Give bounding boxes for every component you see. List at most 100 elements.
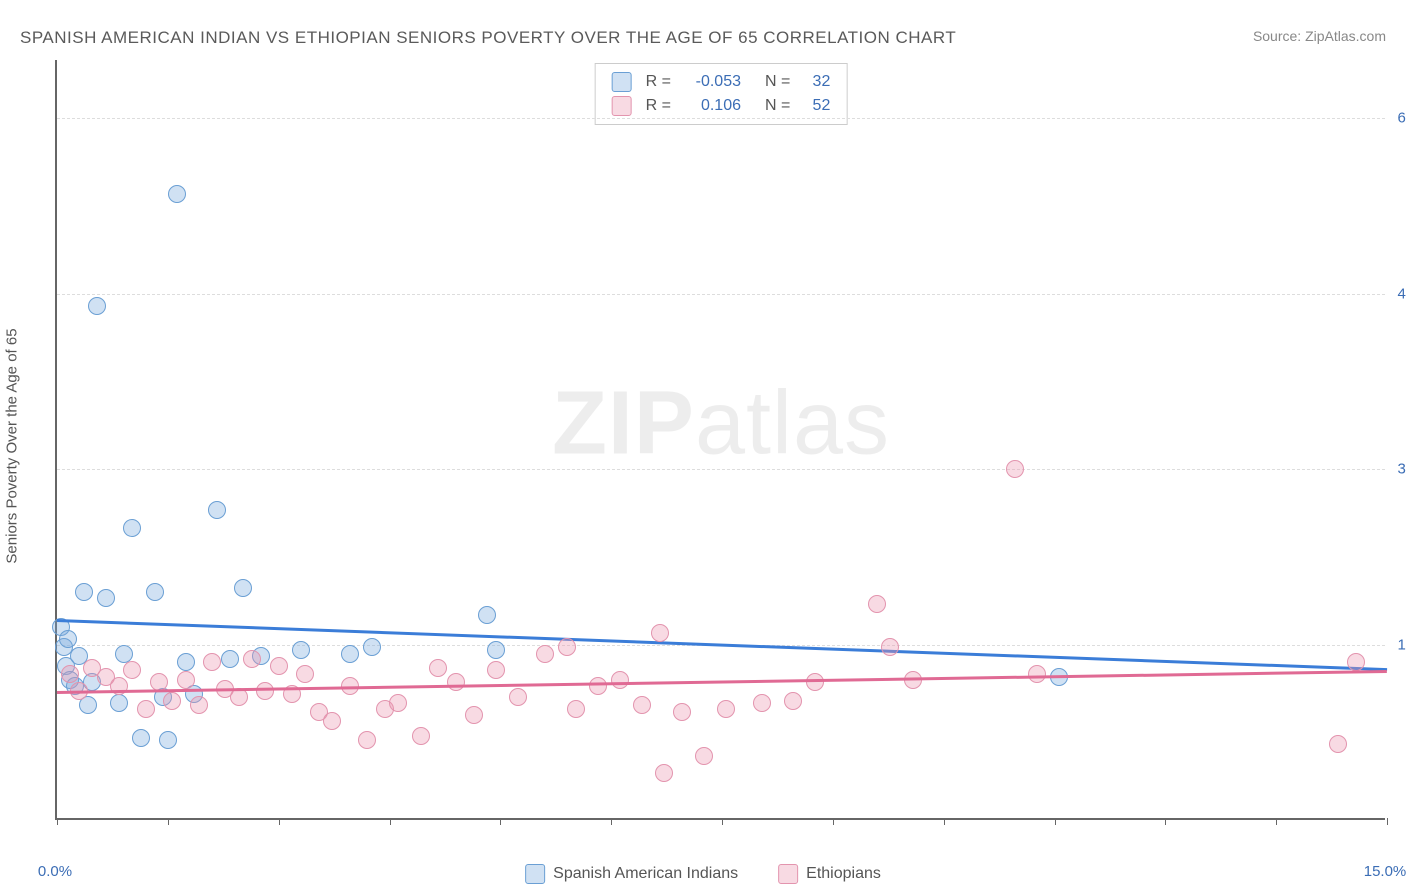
x-tick bbox=[722, 818, 723, 825]
x-tick-label-end: 15.0% bbox=[1364, 863, 1406, 880]
stat-n-value: 32 bbox=[800, 73, 830, 91]
data-point bbox=[536, 645, 554, 663]
data-point bbox=[412, 727, 430, 745]
data-point bbox=[509, 688, 527, 706]
y-tick-label: 30.0% bbox=[1397, 461, 1406, 478]
data-point bbox=[75, 583, 93, 601]
data-point bbox=[208, 501, 226, 519]
data-point bbox=[190, 696, 208, 714]
chart-title: SPANISH AMERICAN INDIAN VS ETHIOPIAN SEN… bbox=[20, 28, 956, 48]
data-point bbox=[97, 589, 115, 607]
x-tick bbox=[1165, 818, 1166, 825]
data-point bbox=[447, 673, 465, 691]
x-tick bbox=[390, 818, 391, 825]
legend-label: Spanish American Indians bbox=[553, 865, 738, 883]
data-point bbox=[323, 712, 341, 730]
legend: Spanish American Indians Ethiopians bbox=[525, 864, 881, 884]
legend-item: Ethiopians bbox=[778, 864, 881, 884]
gridline bbox=[57, 294, 1385, 295]
x-tick-label-start: 0.0% bbox=[38, 863, 72, 880]
watermark: ZIPatlas bbox=[552, 372, 890, 475]
data-point bbox=[478, 606, 496, 624]
x-tick bbox=[944, 818, 945, 825]
legend-label: Ethiopians bbox=[806, 865, 881, 883]
data-point bbox=[341, 645, 359, 663]
data-point bbox=[177, 653, 195, 671]
data-point bbox=[168, 185, 186, 203]
data-point bbox=[558, 638, 576, 656]
x-tick bbox=[1055, 818, 1056, 825]
legend-item: Spanish American Indians bbox=[525, 864, 738, 884]
gridline bbox=[57, 469, 1385, 470]
data-point bbox=[292, 641, 310, 659]
stat-r-value: -0.053 bbox=[681, 73, 741, 91]
y-axis-label: Seniors Poverty Over the Age of 65 bbox=[4, 328, 21, 563]
gridline bbox=[57, 118, 1385, 119]
x-tick bbox=[279, 818, 280, 825]
watermark-light: atlas bbox=[695, 373, 890, 473]
data-point bbox=[221, 650, 239, 668]
data-point bbox=[115, 645, 133, 663]
data-point bbox=[487, 661, 505, 679]
data-point bbox=[881, 638, 899, 656]
x-tick bbox=[611, 818, 612, 825]
data-point bbox=[465, 706, 483, 724]
stat-n-label: N = bbox=[765, 73, 790, 91]
data-point bbox=[234, 579, 252, 597]
data-point bbox=[567, 700, 585, 718]
stats-row: R =0.106N =52 bbox=[612, 94, 831, 118]
y-tick-label: 15.0% bbox=[1397, 636, 1406, 653]
legend-swatch bbox=[778, 864, 798, 884]
x-tick bbox=[500, 818, 501, 825]
data-point bbox=[695, 747, 713, 765]
y-tick-label: 45.0% bbox=[1397, 285, 1406, 302]
x-tick bbox=[833, 818, 834, 825]
data-point bbox=[203, 653, 221, 671]
legend-swatch bbox=[525, 864, 545, 884]
data-point bbox=[59, 630, 77, 648]
data-point bbox=[633, 696, 651, 714]
stat-r-value: 0.106 bbox=[681, 97, 741, 115]
data-point bbox=[296, 665, 314, 683]
x-tick bbox=[57, 818, 58, 825]
data-point bbox=[358, 731, 376, 749]
stats-box: R =-0.053N =32R =0.106N =52 bbox=[595, 63, 848, 125]
data-point bbox=[243, 650, 261, 668]
legend-swatch bbox=[612, 96, 632, 116]
data-point bbox=[806, 673, 824, 691]
legend-swatch bbox=[612, 72, 632, 92]
data-point bbox=[88, 297, 106, 315]
data-point bbox=[389, 694, 407, 712]
data-point bbox=[256, 682, 274, 700]
x-tick bbox=[168, 818, 169, 825]
data-point bbox=[784, 692, 802, 710]
trend-line bbox=[57, 670, 1387, 694]
data-point bbox=[123, 661, 141, 679]
data-point bbox=[589, 677, 607, 695]
data-point bbox=[655, 764, 673, 782]
data-point bbox=[1347, 653, 1365, 671]
plot-area: ZIPatlas R =-0.053N =32R =0.106N =52 15.… bbox=[55, 60, 1385, 820]
x-tick bbox=[1387, 818, 1388, 825]
data-point bbox=[717, 700, 735, 718]
data-point bbox=[163, 692, 181, 710]
y-tick-label: 60.0% bbox=[1397, 110, 1406, 127]
data-point bbox=[753, 694, 771, 712]
data-point bbox=[159, 731, 177, 749]
data-point bbox=[487, 641, 505, 659]
data-point bbox=[110, 694, 128, 712]
data-point bbox=[868, 595, 886, 613]
data-point bbox=[123, 519, 141, 537]
stat-r-label: R = bbox=[646, 73, 671, 91]
stat-r-label: R = bbox=[646, 97, 671, 115]
data-point bbox=[137, 700, 155, 718]
data-point bbox=[132, 729, 150, 747]
data-point bbox=[177, 671, 195, 689]
x-tick bbox=[1276, 818, 1277, 825]
data-point bbox=[611, 671, 629, 689]
data-point bbox=[1006, 460, 1024, 478]
data-point bbox=[673, 703, 691, 721]
data-point bbox=[363, 638, 381, 656]
stat-n-value: 52 bbox=[800, 97, 830, 115]
data-point bbox=[61, 665, 79, 683]
